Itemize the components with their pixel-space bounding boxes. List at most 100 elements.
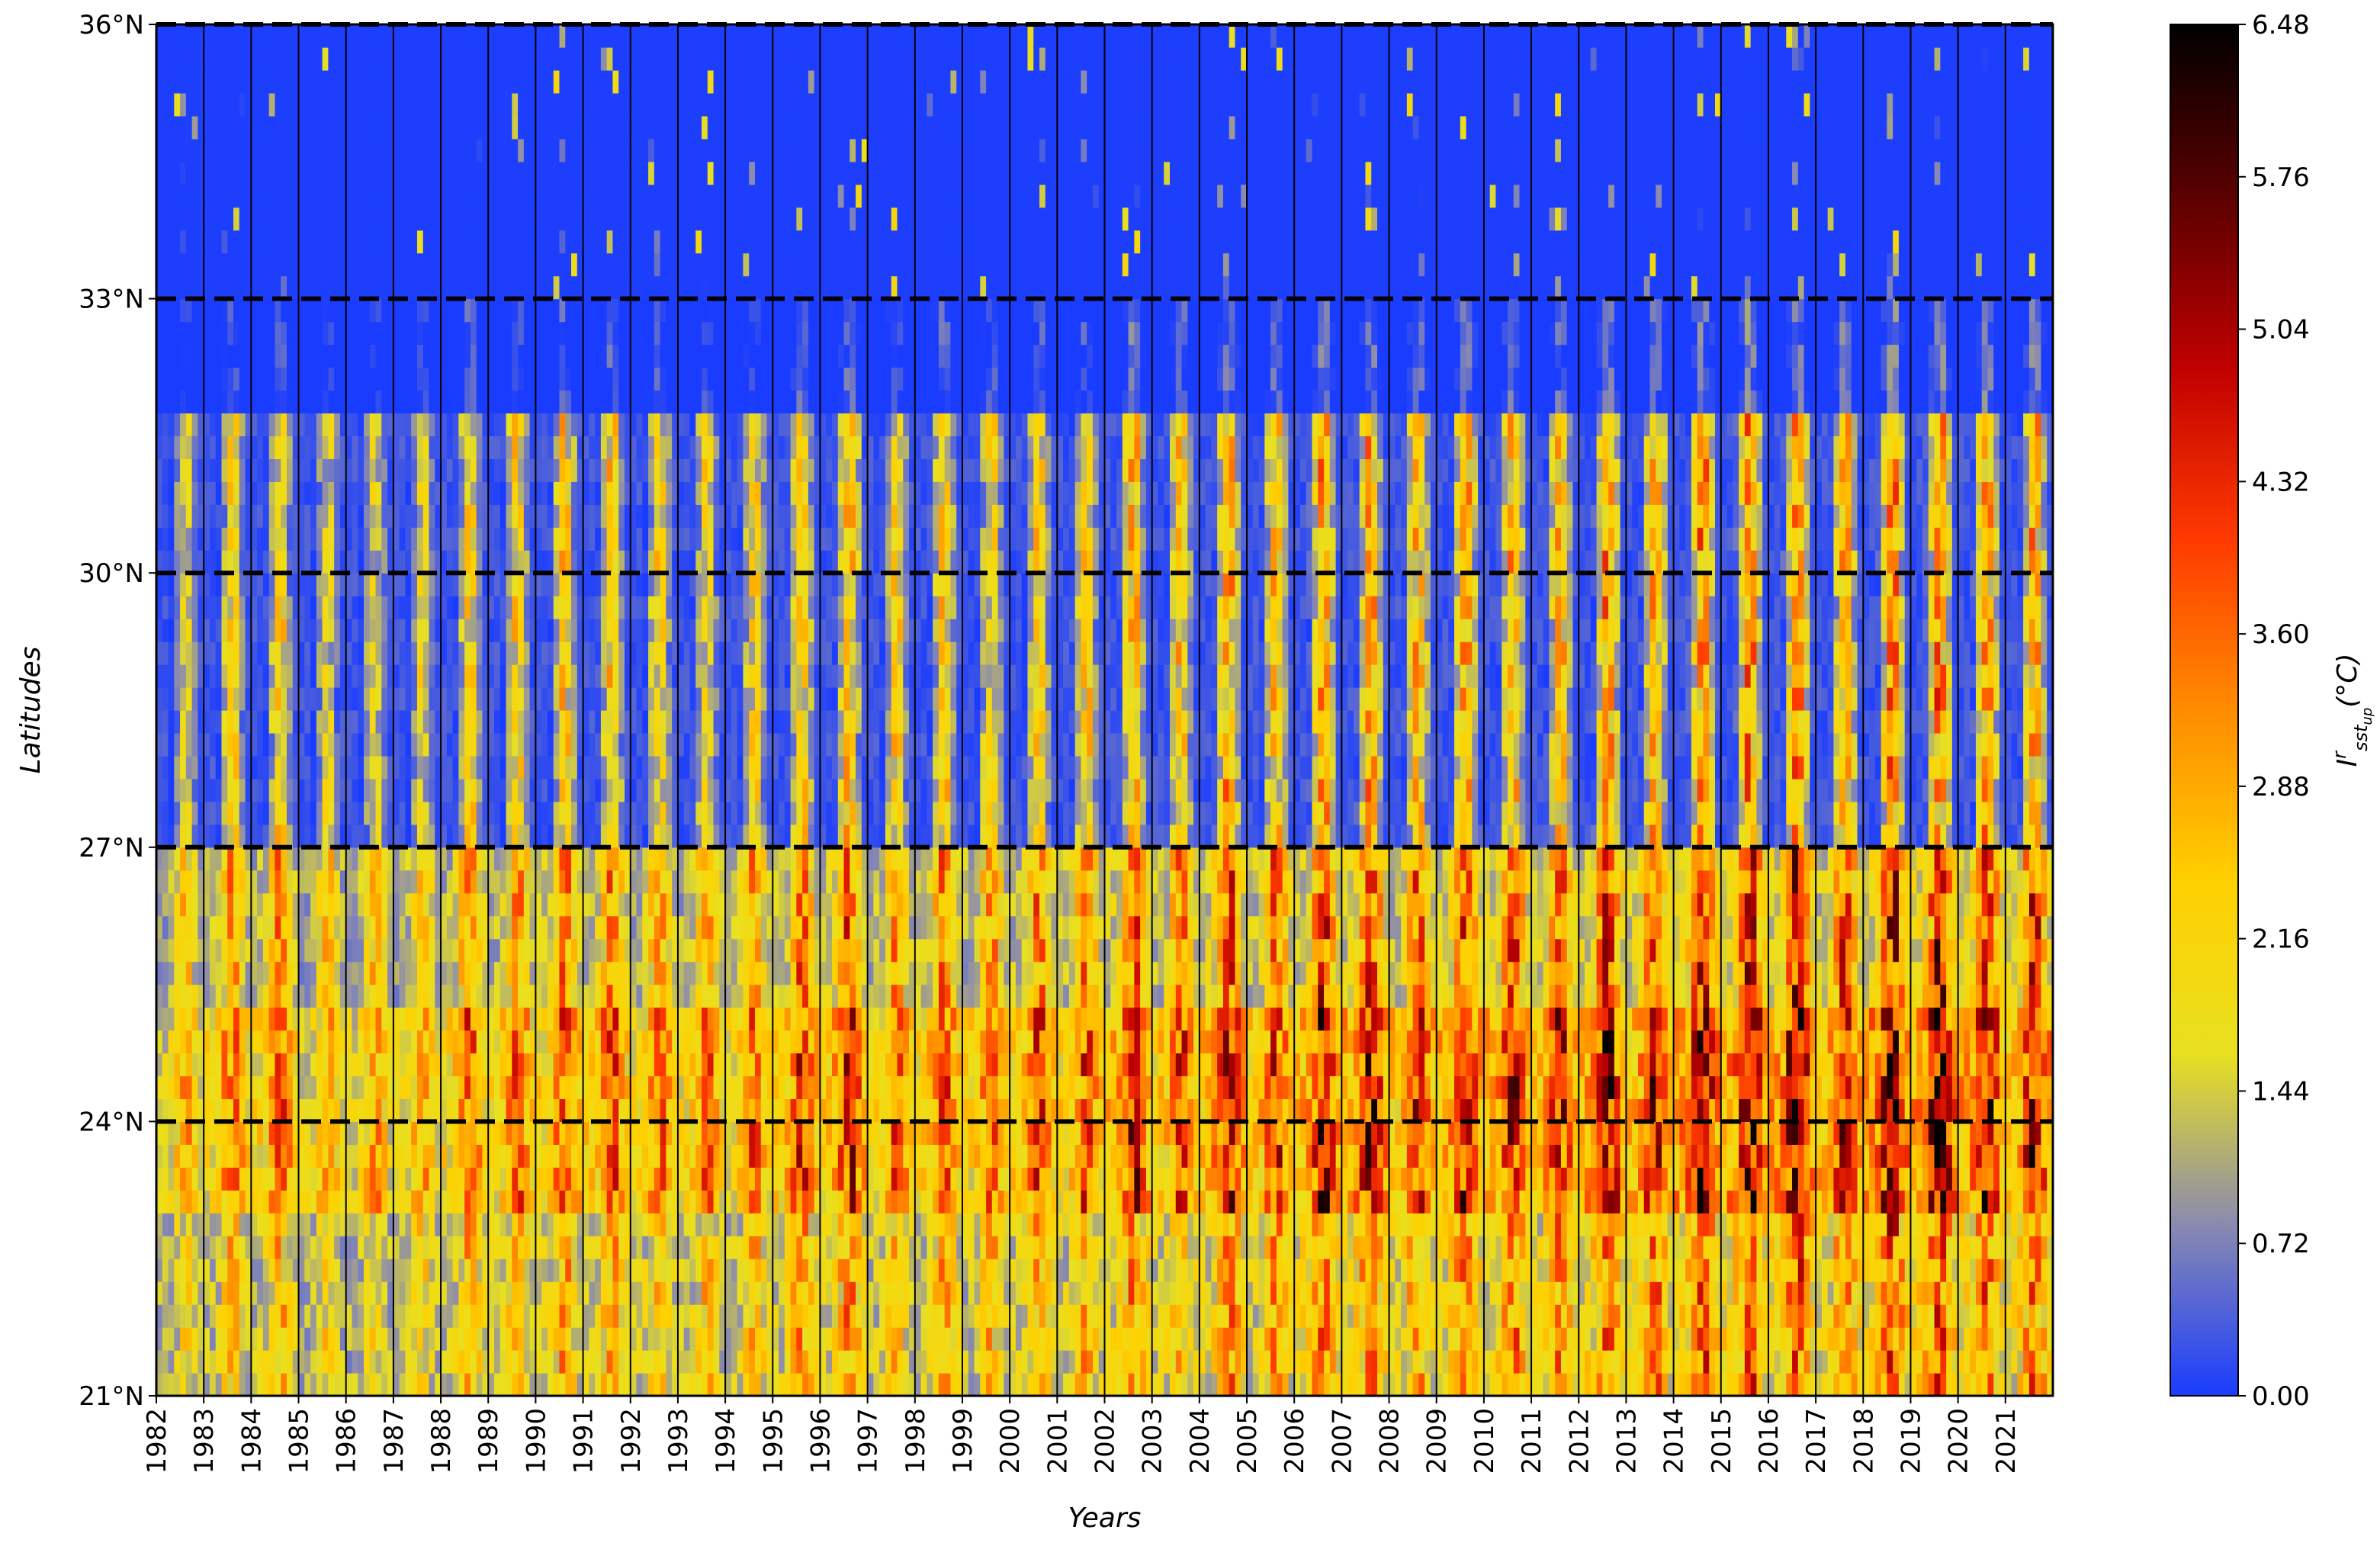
heatmap-cell	[636, 1053, 643, 1077]
heatmap-cell	[352, 984, 358, 1008]
heatmap-cell	[523, 436, 531, 459]
heatmap-cell	[328, 619, 335, 642]
heatmap-cell	[262, 504, 270, 528]
heatmap-cell	[198, 1213, 204, 1236]
heatmap-cell	[180, 801, 187, 825]
heatmap-cell	[310, 573, 317, 596]
heatmap-cell	[458, 619, 465, 642]
heatmap-cell	[239, 504, 246, 528]
heatmap-cell	[292, 755, 300, 780]
heatmap-cell	[316, 892, 323, 917]
heatmap-cell	[452, 596, 459, 619]
heatmap-cell	[298, 1213, 305, 1236]
heatmap-cell	[198, 1144, 204, 1168]
heatmap-cell	[345, 732, 353, 757]
heatmap-cell	[416, 69, 424, 94]
heatmap-cell	[446, 824, 454, 848]
heatmap-cell	[446, 390, 454, 414]
heatmap-cell	[506, 115, 512, 140]
heatmap-cell	[233, 413, 240, 436]
heatmap-cell	[162, 1075, 169, 1100]
heatmap-cell	[506, 1304, 512, 1328]
heatmap-cell	[488, 870, 495, 894]
heatmap-cell	[482, 938, 489, 963]
heatmap-cell	[405, 1350, 412, 1374]
heatmap-cell	[281, 961, 287, 985]
heatmap-cell	[630, 230, 638, 254]
heatmap-cell	[441, 1304, 448, 1328]
heatmap-cell	[541, 69, 548, 94]
heatmap-cell	[334, 573, 341, 596]
heatmap-cell	[221, 344, 228, 368]
heatmap-cell	[275, 1373, 281, 1397]
heatmap-cell	[381, 1304, 388, 1328]
heatmap-cell	[535, 1373, 542, 1397]
heatmap-cell	[565, 1236, 572, 1259]
heatmap-cell	[458, 527, 465, 551]
heatmap-cell	[583, 115, 589, 140]
heatmap-cell	[334, 184, 341, 208]
heatmap-cell	[446, 1144, 454, 1168]
heatmap-cell	[618, 755, 625, 780]
heatmap-cell	[547, 1281, 554, 1305]
heatmap-cell	[204, 436, 210, 459]
heatmap-cell	[316, 1350, 323, 1374]
heatmap-cell	[553, 1281, 560, 1305]
heatmap-cell	[251, 550, 258, 574]
heatmap-cell	[286, 1075, 294, 1100]
heatmap-cell	[239, 298, 246, 323]
heatmap-cell	[239, 344, 246, 368]
heatmap-cell	[387, 481, 394, 505]
heatmap-cell	[298, 596, 305, 619]
heatmap-cell	[464, 344, 471, 368]
heatmap-cell	[482, 47, 489, 71]
heatmap-cell	[399, 24, 406, 48]
heatmap-cell	[547, 413, 554, 436]
heatmap-cell	[322, 801, 329, 825]
heatmap-cell	[281, 1327, 287, 1351]
heatmap-cell	[618, 184, 625, 208]
heatmap-cell	[334, 367, 341, 391]
heatmap-cell	[209, 1327, 217, 1351]
heatmap-cell	[298, 1007, 305, 1031]
heatmap-cell	[606, 207, 614, 231]
heatmap-cell	[441, 1030, 448, 1054]
heatmap-cell	[156, 1304, 163, 1328]
heatmap-cell	[435, 527, 442, 551]
heatmap-cell	[387, 458, 394, 482]
heatmap-cell	[499, 550, 507, 574]
heatmap-cell	[358, 892, 365, 917]
heatmap-cell	[364, 252, 371, 277]
heatmap-cell	[464, 755, 471, 780]
heatmap-cell	[446, 1350, 454, 1374]
heatmap-cell	[185, 47, 193, 71]
heatmap-cell	[523, 207, 531, 231]
heatmap-cell	[405, 504, 412, 528]
heatmap-cell	[262, 92, 270, 117]
heatmap-cell	[168, 870, 175, 894]
heatmap-cell	[583, 1213, 589, 1236]
heatmap-cell	[156, 1327, 163, 1351]
heatmap-cell	[441, 938, 448, 963]
heatmap-cell	[298, 69, 305, 94]
heatmap-cell	[458, 1213, 465, 1236]
heatmap-cell	[446, 573, 454, 596]
heatmap-cell	[606, 1373, 614, 1397]
heatmap-cell	[535, 1053, 542, 1077]
heatmap-cell	[630, 527, 638, 551]
heatmap-cell	[529, 1213, 536, 1236]
heatmap-cell	[334, 1236, 341, 1259]
heatmap-cell	[298, 801, 305, 825]
heatmap-cell	[577, 687, 584, 711]
heatmap-cell	[292, 367, 300, 391]
heatmap-cell	[630, 138, 638, 162]
heatmap-cell	[541, 550, 548, 574]
heatmap-cell	[162, 619, 169, 642]
heatmap-cell	[535, 230, 542, 254]
heatmap-cell	[553, 1007, 560, 1031]
heatmap-cell	[612, 138, 619, 162]
heatmap-cell	[227, 824, 234, 848]
heatmap-cell	[464, 230, 471, 254]
heatmap-cell	[441, 1236, 448, 1259]
heatmap-cell	[185, 24, 193, 48]
